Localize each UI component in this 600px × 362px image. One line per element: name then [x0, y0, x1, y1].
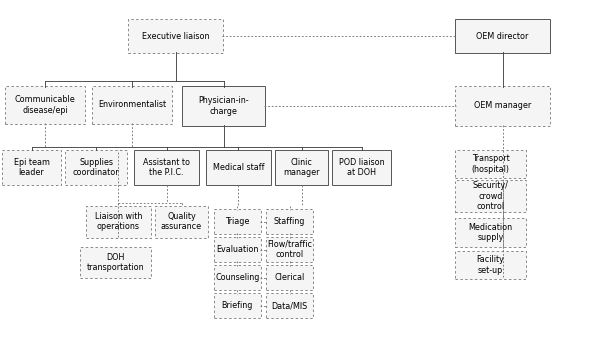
- Text: Counseling: Counseling: [215, 273, 259, 282]
- Text: Triage: Triage: [225, 217, 250, 226]
- FancyBboxPatch shape: [275, 150, 328, 185]
- Text: Medication
supply: Medication supply: [469, 223, 512, 242]
- Text: POD liaison
at DOH: POD liaison at DOH: [338, 158, 385, 177]
- Text: Flow/traffic
control: Flow/traffic control: [267, 240, 312, 259]
- FancyBboxPatch shape: [80, 247, 151, 278]
- FancyBboxPatch shape: [266, 209, 313, 234]
- FancyBboxPatch shape: [455, 19, 550, 53]
- Text: Clerical: Clerical: [274, 273, 305, 282]
- FancyBboxPatch shape: [214, 209, 261, 234]
- FancyBboxPatch shape: [214, 265, 261, 290]
- FancyBboxPatch shape: [266, 237, 313, 262]
- FancyBboxPatch shape: [128, 19, 223, 53]
- Text: OEM director: OEM director: [476, 32, 529, 41]
- FancyBboxPatch shape: [455, 86, 550, 126]
- Text: Data/MIS: Data/MIS: [271, 301, 308, 310]
- FancyBboxPatch shape: [332, 150, 391, 185]
- FancyBboxPatch shape: [455, 150, 526, 178]
- FancyBboxPatch shape: [92, 86, 172, 124]
- Text: Liaison with
operations: Liaison with operations: [95, 212, 142, 231]
- FancyBboxPatch shape: [155, 206, 208, 238]
- Text: Staffing: Staffing: [274, 217, 305, 226]
- Text: Executive liaison: Executive liaison: [142, 32, 209, 41]
- Text: OEM manager: OEM manager: [474, 101, 531, 110]
- FancyBboxPatch shape: [455, 180, 526, 212]
- Text: Briefing: Briefing: [221, 301, 253, 310]
- FancyBboxPatch shape: [5, 86, 85, 124]
- FancyBboxPatch shape: [266, 293, 313, 318]
- Text: Clinic
manager: Clinic manager: [283, 158, 320, 177]
- FancyBboxPatch shape: [134, 150, 199, 185]
- FancyBboxPatch shape: [214, 237, 261, 262]
- Text: Communicable
disease/epi: Communicable disease/epi: [14, 95, 76, 115]
- Text: Quality
assurance: Quality assurance: [161, 212, 202, 231]
- Text: Medical staff: Medical staff: [213, 163, 264, 172]
- Text: Evaluation: Evaluation: [216, 245, 259, 254]
- Text: Facility
set-up: Facility set-up: [476, 256, 505, 275]
- Text: Supplies
coordinator: Supplies coordinator: [73, 158, 119, 177]
- FancyBboxPatch shape: [206, 150, 271, 185]
- FancyBboxPatch shape: [266, 265, 313, 290]
- Text: Transport
(hospital): Transport (hospital): [472, 154, 509, 173]
- FancyBboxPatch shape: [65, 150, 127, 185]
- Text: Epi team
leader: Epi team leader: [14, 158, 49, 177]
- Text: Security/
crowd
control: Security/ crowd control: [473, 181, 508, 211]
- Text: Environmentalist: Environmentalist: [98, 101, 166, 109]
- FancyBboxPatch shape: [455, 251, 526, 279]
- Text: Assistant to
the P.I.C.: Assistant to the P.I.C.: [143, 158, 190, 177]
- FancyBboxPatch shape: [2, 150, 61, 185]
- FancyBboxPatch shape: [182, 86, 265, 126]
- FancyBboxPatch shape: [86, 206, 151, 238]
- Text: DOH
transportation: DOH transportation: [86, 253, 145, 272]
- FancyBboxPatch shape: [214, 293, 261, 318]
- FancyBboxPatch shape: [455, 218, 526, 247]
- Text: Physician-in-
charge: Physician-in- charge: [198, 96, 249, 115]
